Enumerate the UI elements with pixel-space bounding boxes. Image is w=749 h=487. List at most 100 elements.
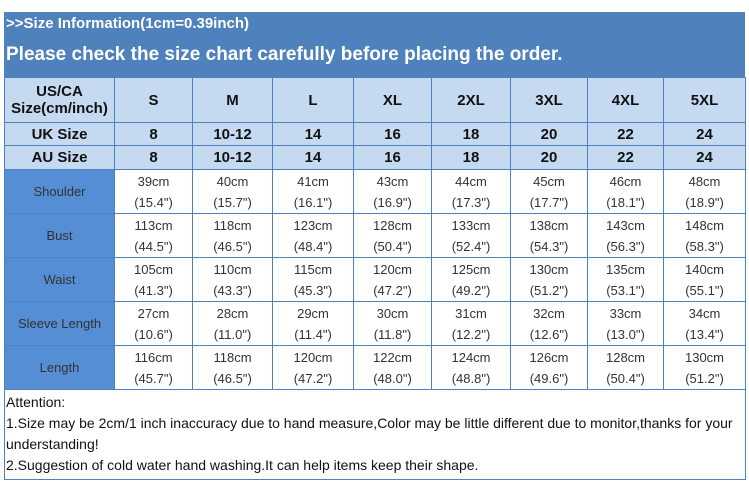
size-cell: 20 [510,122,588,146]
measurement-cm: 110cm [213,261,252,277]
size-cell: 16 [353,122,432,146]
measurement-cell: 31cm (12.2") [431,301,511,346]
measurement-cell: 140cm (55.1") [663,257,746,302]
measurement-inch: (16.1") [293,194,333,210]
measurement-cell: 123cm (48.4") [272,213,354,258]
measurement-cm: 39cm [137,173,170,189]
size-chart: >>Size Information(1cm=0.39inch) Please … [4,12,746,480]
table-row: Length 116cm (45.7") 118cm (46.5") 120cm (47.2… [4,345,746,390]
measurement-cell: 135cm (53.1") [587,257,664,302]
measurement-inch: (45.3") [293,282,333,298]
measurement-inch: (18.9") [685,194,724,210]
measurement-cell: 32cm (12.6") [510,301,588,346]
measurement-inch: (45.7") [134,370,173,386]
measurement-cm: 105cm [133,261,174,277]
measurement-cm: 30cm [376,305,409,321]
measurement-cm: 27cm [137,305,170,321]
measurement-inch: (49.6") [529,370,569,386]
measurement-cm: 118cm [213,349,252,365]
measurement-inch: (17.3") [451,194,491,210]
measurement-cell: 120cm (47.2") [272,345,354,390]
measurement-cell: 122cm (48.0") [353,345,432,390]
au-size-row: AU Size 8 10-12 14 16 18 20 22 24 [4,145,746,170]
measurement-cell: 128cm (50.4") [353,213,432,258]
size-cell: 22 [587,122,664,146]
measurement-cm: 133cm [451,217,491,233]
measurement-inch: (50.4") [373,238,412,254]
size-cell: M [192,77,273,123]
measurement-cell: 115cm (45.3") [272,257,354,302]
size-cell: 14 [272,122,354,146]
measurement-inch: (48.0") [373,370,412,386]
measurement-label: Length [4,345,115,390]
measurement-cm: 120cm [372,261,413,277]
size-cell: 18 [431,145,511,170]
measurement-inch: (46.5") [213,370,252,386]
table-row: Sleeve Length 27cm (10.6") 28cm (11.0") 29cm (… [4,301,746,346]
size-cell: 16 [353,145,432,170]
measurement-cm: 128cm [372,217,413,233]
measurement-inch: (46.5") [213,238,252,254]
measurement-cm: 125cm [451,261,491,277]
measurement-cell: 120cm (47.2") [353,257,432,302]
measurement-cm: 120cm [293,349,333,365]
measurement-cm: 122cm [372,349,413,365]
row-label: US/CA Size(cm/inch) [4,77,115,123]
size-info-title: >>Size Information(1cm=0.39inch) [4,12,745,35]
measurement-cm: 29cm [297,305,329,321]
measurement-cm: 44cm [455,173,487,189]
size-cell: 24 [663,122,746,146]
measurement-cm: 135cm [605,261,646,277]
measurement-cell: 118cm (46.5") [192,213,273,258]
measurement-cell: 41cm (16.1") [272,169,354,214]
measurement-cell: 48cm (18.9") [663,169,746,214]
measurement-inch: (13.4") [685,326,724,342]
measurement-inch: (51.2") [529,282,569,298]
measurement-cm: 45cm [533,173,565,189]
size-notice: Please check the size chart carefully be… [4,35,745,77]
measurement-inch: (50.4") [606,370,645,386]
attention-title: Attention: [6,394,66,410]
measurement-inch: (11.0") [213,326,252,342]
measurement-inch: (53.1") [606,282,645,298]
table-row: Waist 105cm (41.3") 110cm (43.3") 115cm (45.3"… [4,257,746,302]
measurement-cm: 31cm [455,305,487,321]
measurement-cell: 30cm (11.8") [353,301,432,346]
measurement-label: Sleeve Length [4,301,115,346]
measurement-cm: 118cm [213,217,252,233]
measurement-cm: 115cm [293,261,333,277]
measurement-inch: (12.2") [451,326,491,342]
measurement-inch: (12.6") [529,326,569,342]
size-cell: 18 [431,122,511,146]
measurement-cm: 113cm [134,217,173,233]
measurement-cm: 128cm [605,349,646,365]
measurement-cm: 40cm [216,173,249,189]
measurement-cell: 143cm (56.3") [587,213,664,258]
measurement-cm: 130cm [684,349,725,365]
size-cell: 20 [510,145,588,170]
measurement-inch: (48.8") [451,370,491,386]
attention-line: 1.Size may be 2cm/1 inch inaccuracy due … [6,415,733,452]
measurement-label: Shoulder [4,169,115,214]
measurement-inch: (18.1") [606,194,645,210]
measurement-label: Waist [4,257,115,302]
measurement-cell: 130cm (51.2") [510,257,588,302]
measurement-cell: 28cm (11.0") [192,301,273,346]
measurement-cell: 44cm (17.3") [431,169,511,214]
size-cell: 10-12 [192,122,273,146]
size-cell: 8 [114,122,193,146]
measurement-cell: 43cm (16.9") [353,169,432,214]
measurement-cell: 130cm (51.2") [663,345,746,390]
measurement-inch: (11.8") [373,326,412,342]
size-cell: 10-12 [192,145,273,170]
measurement-cell: 29cm (11.4") [272,301,354,346]
size-cell: 3XL [510,77,588,123]
attention-line: 2.Suggestion of cold water hand washing.… [6,457,479,473]
measurement-cm: 116cm [134,349,173,365]
measurement-inch: (11.4") [294,326,332,342]
measurement-cell: 113cm (44.5") [114,213,193,258]
measurement-inch: (17.7") [529,194,569,210]
row-label: UK Size [4,122,115,146]
size-cell: 2XL [431,77,511,123]
measurement-cell: 124cm (48.8") [431,345,511,390]
